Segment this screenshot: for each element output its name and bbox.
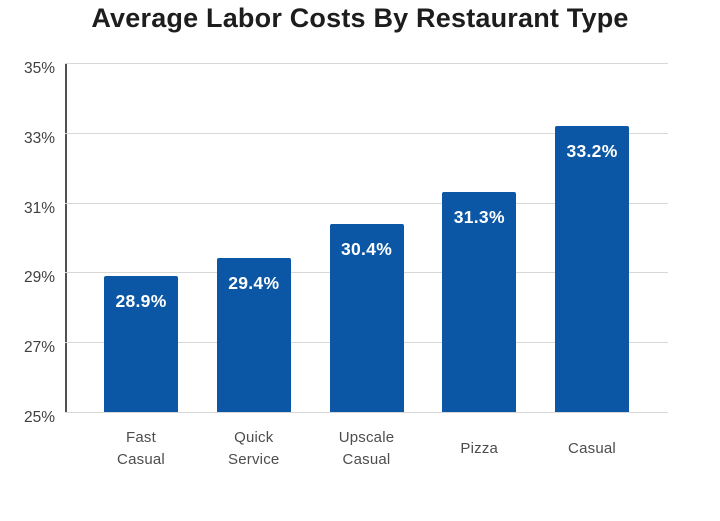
bar-fast-casual: 28.9% <box>104 275 178 412</box>
bar-value-label: 33.2% <box>566 140 618 161</box>
bar-casual: 33.2% <box>555 125 629 412</box>
x-tick-label-line: Casual <box>568 440 616 457</box>
y-tick-label: 35% <box>23 60 55 77</box>
x-tick-label-line: Casual <box>342 451 391 468</box>
x-tick-label-line: Quick <box>234 429 274 446</box>
x-axis-labels: Fast Casual Quick Service Upscale Casual Pizza… <box>65 424 668 474</box>
bar-value-label: 29.4% <box>228 273 280 294</box>
bar-value-label: 30.4% <box>340 238 393 259</box>
x-tick-label-pizza: Pizza <box>414 424 544 474</box>
chart-title: Average Labor Costs By Restaurant Type <box>91 3 629 33</box>
gridline <box>65 202 668 204</box>
x-tick-label-line: Service <box>228 451 280 468</box>
y-tick-label: 25% <box>23 409 55 426</box>
y-tick-label: 29% <box>23 269 55 287</box>
gridline <box>65 132 668 134</box>
bar-quick-service: 29.4% <box>216 258 291 412</box>
x-tick-label-line: Fast <box>126 429 156 446</box>
x-tick-label-quick-service: Quick Service <box>189 424 319 474</box>
bar-pizza: 31.3% <box>442 192 517 412</box>
bar-value-label: 31.3% <box>453 207 505 228</box>
x-tick-label-line: Pizza <box>460 440 499 457</box>
y-axis-line <box>65 63 67 413</box>
y-tick-label: 33% <box>23 129 55 147</box>
x-tick-label-casual: Casual <box>527 424 657 474</box>
x-tick-label-line: Casual <box>117 451 165 468</box>
x-tick-label-upscale-casual: Upscale Casual <box>302 424 432 474</box>
x-tick-label-line: Upscale <box>338 429 395 446</box>
x-tick-label-fast-casual: Fast Casual <box>76 424 206 474</box>
y-tick-label: 31% <box>23 199 55 217</box>
bar-upscale-casual: 30.4% <box>329 223 404 412</box>
bar-value-label: 28.9% <box>115 290 167 311</box>
y-tick-label: 27% <box>23 339 55 357</box>
gridline <box>65 63 668 64</box>
gridline <box>65 412 668 413</box>
plot-area: 28.9% 29.4% 30.4% 31.3% 33.2% <box>65 63 668 413</box>
